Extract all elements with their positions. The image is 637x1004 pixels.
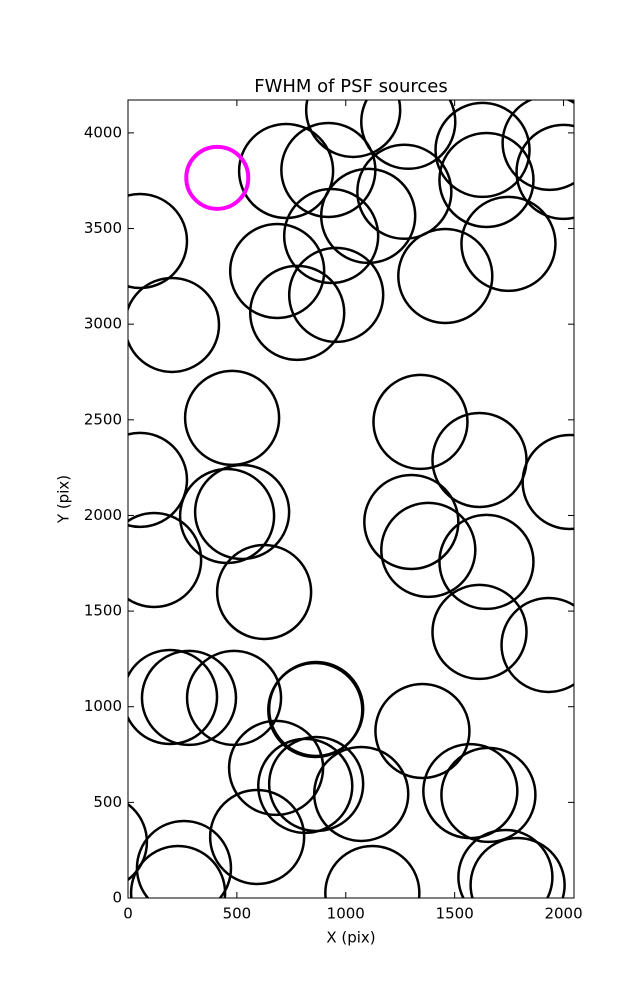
source-marker	[363, 473, 460, 571]
x-tick-label: 0	[123, 905, 133, 923]
y-tick-label: 0	[112, 889, 122, 907]
source-marker	[267, 660, 365, 758]
source-marker	[248, 264, 346, 362]
source-marker	[208, 788, 306, 886]
source-marker	[434, 101, 531, 199]
source-marker	[397, 227, 494, 325]
source-marker	[431, 411, 528, 509]
source-marker	[185, 649, 283, 747]
source-marker	[128, 511, 203, 609]
y-tick-label: 1500	[84, 602, 122, 620]
source-marker	[215, 543, 313, 641]
y-tick-label: 3500	[84, 219, 122, 237]
y-tick-label: 2500	[84, 410, 122, 428]
source-marker	[457, 828, 554, 898]
source-marker	[438, 131, 535, 229]
source-marker	[128, 192, 189, 290]
y-tick-label: 1000	[84, 697, 122, 715]
source-marker	[282, 187, 380, 285]
source-marker	[440, 746, 537, 844]
source-marker	[469, 836, 566, 898]
source-marker	[304, 100, 402, 159]
axes-frame	[127, 99, 575, 899]
x-tick-label: 1500	[436, 905, 474, 923]
source-marker	[422, 742, 519, 840]
source-marker	[319, 167, 417, 265]
source-marker	[128, 276, 221, 374]
source-marker	[374, 682, 471, 780]
x-tick-label: 1000	[327, 905, 365, 923]
source-marker	[128, 802, 149, 882]
source-marker	[372, 373, 469, 471]
source-marker	[360, 100, 457, 171]
x-axis-label: X (pix)	[326, 929, 375, 947]
plot-area	[128, 100, 574, 898]
source-marker	[287, 246, 385, 344]
source-marker	[380, 501, 477, 599]
source-marker	[324, 844, 421, 898]
source-marker	[228, 222, 326, 320]
source-marker	[501, 100, 574, 192]
y-tick-label: 3000	[84, 315, 122, 333]
source-marker	[128, 648, 219, 746]
source-marker	[438, 513, 535, 611]
chart-title: FWHM of PSF sources	[254, 76, 448, 97]
x-tick-label: 500	[223, 905, 252, 923]
y-tick-label: 2000	[84, 506, 122, 524]
source-marker	[193, 463, 291, 561]
source-marker	[460, 195, 557, 293]
source-marker	[500, 596, 574, 694]
x-tick-label: 2000	[544, 905, 582, 923]
source-marker	[184, 144, 251, 211]
y-axis-label: Y (pix)	[55, 475, 73, 524]
source-marker	[257, 737, 354, 835]
source-marker	[431, 583, 528, 681]
source-marker	[183, 369, 281, 467]
source-marker	[521, 433, 574, 531]
source-marker	[356, 143, 453, 241]
source-marker	[515, 123, 574, 221]
source-marker	[140, 649, 238, 747]
source-marker	[237, 122, 335, 220]
y-tick-label: 500	[93, 793, 122, 811]
source-marker	[128, 431, 189, 529]
source-marker	[129, 844, 227, 898]
y-tick-label: 4000	[84, 123, 122, 141]
source-marker	[312, 745, 410, 843]
